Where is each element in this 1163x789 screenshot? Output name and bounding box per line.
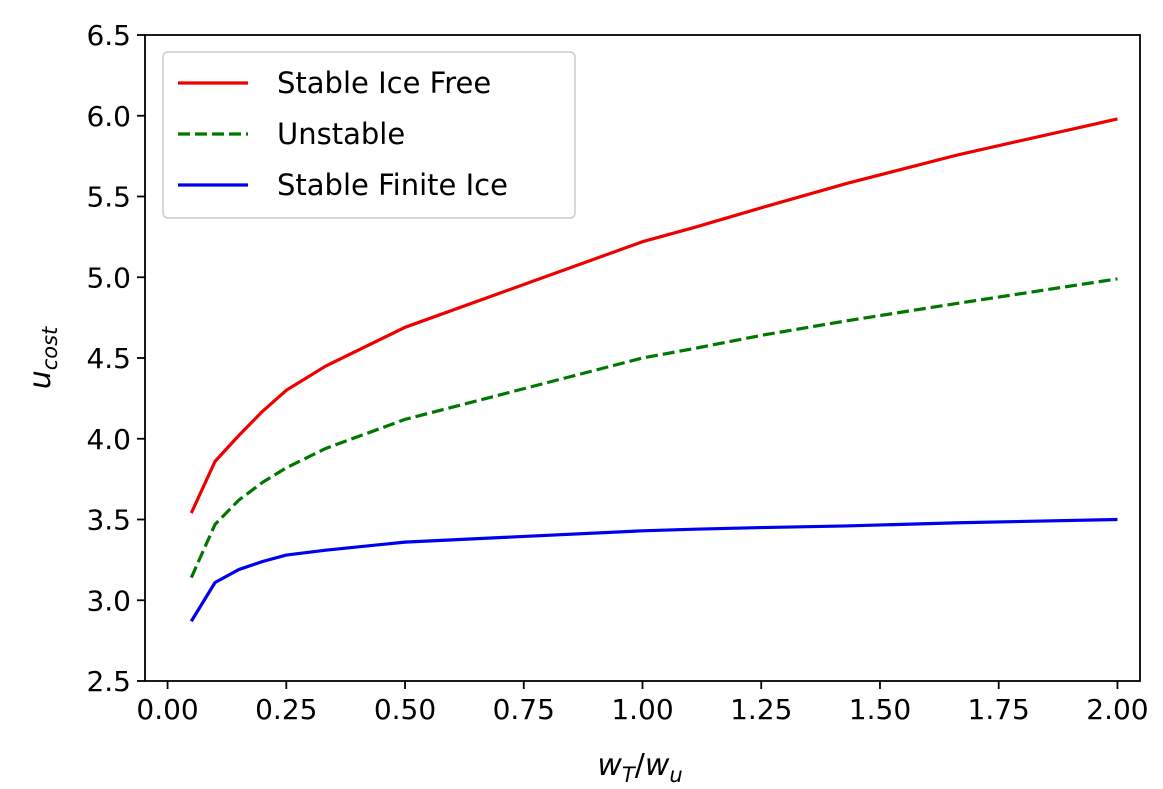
- y-tick-label: 4.0: [86, 423, 131, 456]
- y-axis-ticks: 2.5 3.0 3.5 4.0 4.5 5.0 5.5 6.0 6.5: [86, 19, 145, 698]
- y-tick-label: 3.0: [86, 584, 131, 617]
- legend-label-1: Stable Ice Free: [277, 66, 491, 100]
- x-tick-label: 1.25: [730, 693, 792, 726]
- series-line-1: [189, 117, 1118, 514]
- legend-label-2: Unstable: [277, 117, 405, 151]
- x-tick-label: 1.50: [849, 693, 911, 726]
- y-tick-label: 2.5: [86, 665, 131, 698]
- legend-box: [162, 51, 576, 219]
- y-tick-label: 4.5: [86, 342, 131, 375]
- series-line-2: [189, 277, 1118, 579]
- y-tick-label: 5.0: [86, 261, 131, 294]
- x-tick-label: 0.75: [493, 693, 555, 726]
- y-tick-label: 3.5: [86, 504, 131, 537]
- x-axis-ticks: 0.00 0.25 0.50 0.75 1.00 1.25 1.50 1.75 2.00: [136, 681, 1149, 726]
- x-tick-label: 0.50: [374, 693, 436, 726]
- legend: Stable Ice Free Unstable Stable Finite Ice: [162, 51, 576, 219]
- y-axis-label: ucost: [23, 326, 62, 389]
- series-lines: [189, 117, 1118, 623]
- legend-label-3: Stable Finite Ice: [277, 168, 508, 202]
- x-tick-label: 0.00: [136, 693, 198, 726]
- y-tick-label: 5.5: [86, 181, 131, 214]
- x-tick-label: 1.00: [611, 693, 673, 726]
- x-tick-label: 1.75: [968, 693, 1030, 726]
- x-axis-label: wT/wu: [597, 748, 682, 787]
- y-tick-label: 6.0: [86, 100, 131, 133]
- x-tick-label: 2.00: [1086, 693, 1148, 726]
- series-line-3: [189, 517, 1118, 623]
- y-tick-label: 6.5: [86, 19, 131, 52]
- x-tick-label: 0.25: [255, 693, 317, 726]
